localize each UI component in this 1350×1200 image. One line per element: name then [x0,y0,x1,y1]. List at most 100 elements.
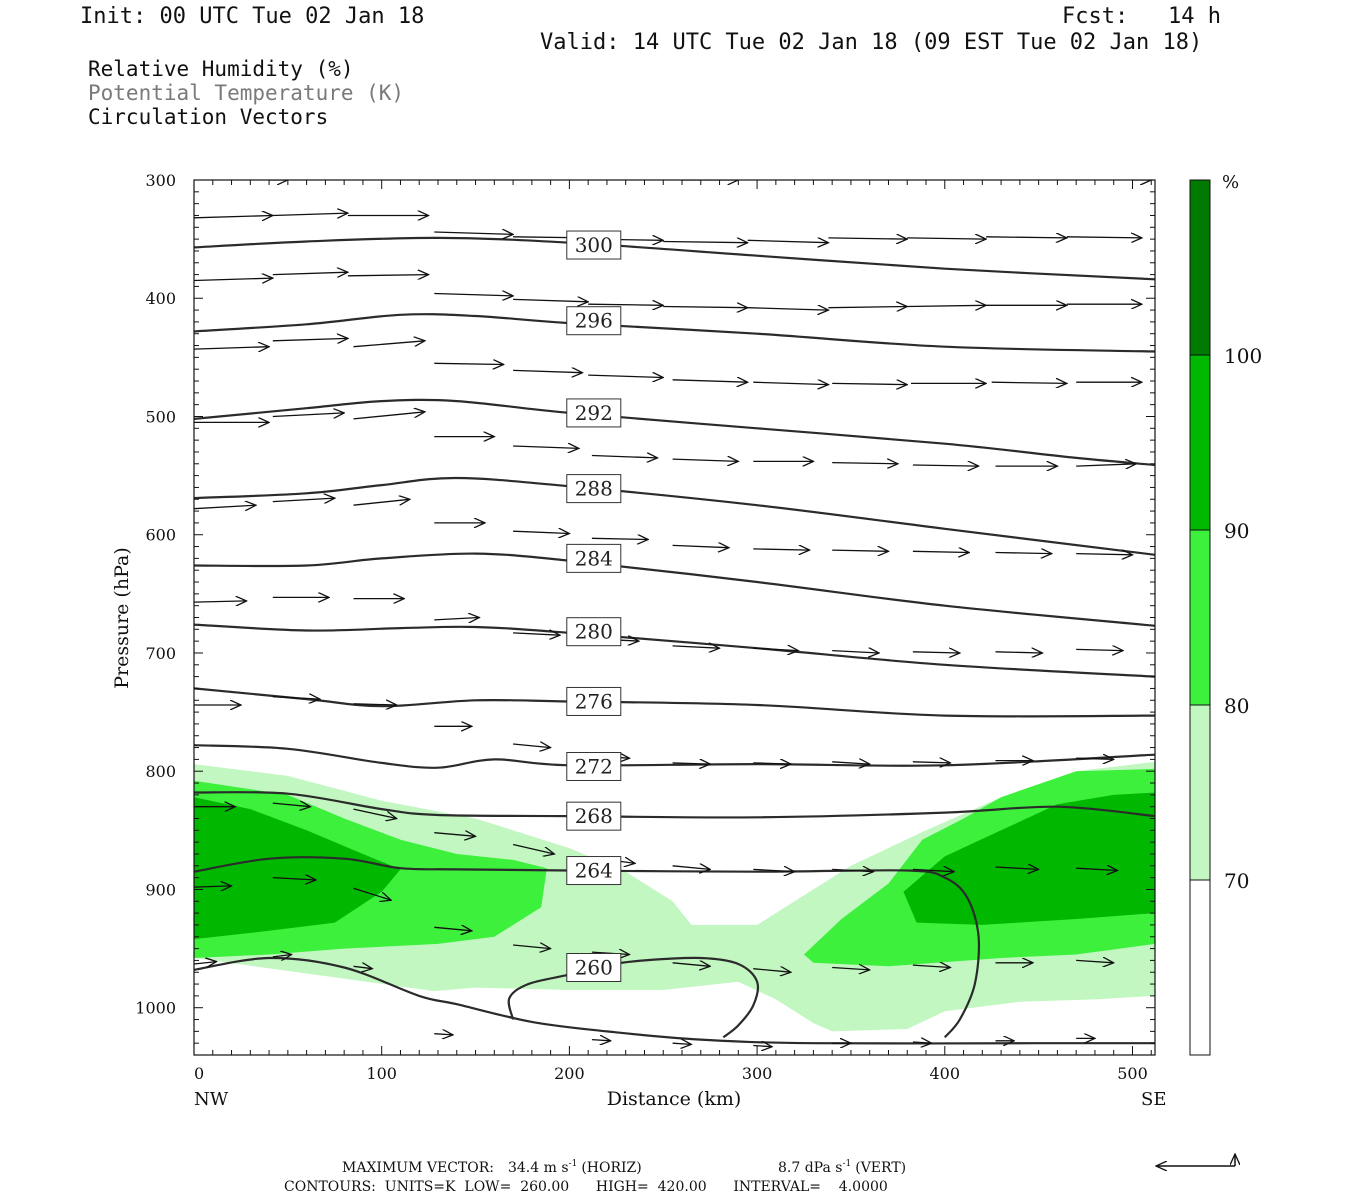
circulation-vector [832,651,879,653]
circulation-vector [513,370,582,372]
circulation-vector [995,867,1039,869]
circulation-vector [747,240,829,242]
x-axis-title: Distance (km) [607,1088,742,1110]
isentrope-label-box [566,751,622,781]
circulation-vector [272,413,344,417]
isentrope-label-text: 264 [575,859,613,883]
max-vector-vert: 8.7 dPa s [778,1160,842,1176]
axis-layer: 300 400 500 600 700 800 900 1000 0 100 200 300 400 50… [135,171,1155,1083]
circulation-vector [513,945,551,949]
circulation-vector [194,886,232,887]
rh-region-90 [903,792,1155,925]
y-tick-label: 1000 [135,999,176,1018]
circulation-vector [832,550,888,551]
isentrope-label-text: 280 [575,620,613,644]
isentrope-label-300: 300 [566,230,622,260]
reference-vector-icon [1156,1154,1235,1166]
circulation-vector [591,1040,611,1041]
vert-tag: (VERT) [855,1160,906,1176]
circulation-vector [353,704,397,705]
isentrope-276 [194,687,1155,718]
isentrope-280 [194,623,1155,678]
isentrope-label-box [566,686,622,716]
isentrope-label-288: 288 [566,474,622,504]
colorbar-tick-label: 90 [1224,519,1249,543]
circulation-vector [912,965,951,967]
circulation-vector [194,962,217,964]
circulation-vector [353,808,397,818]
circulation-vector [1076,464,1136,466]
circulation-vector [272,338,348,340]
circulation-vector [272,213,348,215]
circulation-vector [1066,237,1142,238]
isentrope-292 [194,398,1155,467]
legend-rh: Relative Humidity (%) [88,57,354,81]
circulation-vector [663,307,748,308]
circulation-vector [353,887,392,900]
valid-time: Valid: 14 UTC Tue 02 Jan 18 (09 EST Tue … [540,30,1203,55]
circulation-vector [672,1043,692,1044]
max-vector-vert-label: 8.7 dPa s-1 (VERT) [778,1159,906,1176]
isentrope-260 [507,956,760,1039]
isentrope-label-box [566,953,622,982]
isentrope-label-box [566,856,622,886]
circulation-vector [672,459,739,461]
isentrope-label-text: 292 [575,401,613,425]
circulation-vector [272,498,335,502]
circulation-vector [513,744,551,748]
colorbar-unit: % [1222,172,1239,193]
circulation-vector [194,505,256,509]
circulation-vector [753,969,791,973]
circulation-vector [513,531,569,533]
isentrope-label-box [566,617,622,647]
y-tick-label: 600 [145,526,176,545]
rh-region-90 [194,797,401,940]
circulation-vector [434,1034,453,1035]
circulation-vector [672,545,729,547]
circulation-vector [907,238,986,239]
circulation-vector [272,878,316,880]
circulation-vector [353,966,373,968]
colorbar-frame [1189,179,1211,1056]
max-vector-title: MAXIMUM VECTOR: [342,1160,494,1176]
circulation-vector [434,232,513,234]
circulation-vector [588,375,663,377]
circulation-vector [995,553,1052,554]
circulation-vector [347,275,429,276]
circulation-vector [272,697,320,699]
circulation-vector [672,646,720,648]
x-tick-label: 100 [366,1064,397,1083]
colorbar-segment [1190,705,1210,880]
circulation-vector [353,499,410,506]
isentrope-label-284: 284 [566,543,622,573]
circulation-vector [672,380,748,382]
circulation-vector [434,618,479,620]
isentrope-label-264: 264 [566,856,622,886]
circulation-vector [272,955,292,957]
circulation-vector [753,648,798,650]
x-tick-label: 300 [742,1064,773,1083]
circulation-vector [753,549,809,550]
isentrope-288 [194,476,1155,556]
colorbar-tick-label: 70 [1224,869,1249,893]
circulation-vector [753,763,791,764]
circulation-vector [434,363,503,364]
colorbar-tick-label: 100 [1224,344,1262,368]
init-time: Init: 00 UTC Tue 02 Jan 18 [80,4,425,29]
circulation-vector [434,294,513,296]
isentrope-label-text: 296 [575,309,613,333]
circulation-vector [995,652,1043,653]
isentrope-label-280: 280 [566,617,622,647]
circulation-vector [591,456,658,458]
circulation-vector [1076,960,1114,962]
colorbar-segment [1190,530,1210,705]
circulation-vector [672,963,711,967]
isentrope-label-text: 260 [575,956,613,980]
x-tick-label: 200 [554,1064,585,1083]
circulation-vector [194,347,269,349]
isentrope-label-text: 284 [575,546,613,570]
circulation-vector [434,833,475,837]
circulation-vector [512,843,554,855]
forecast-hour: Fcst: 14 h [1062,4,1221,29]
